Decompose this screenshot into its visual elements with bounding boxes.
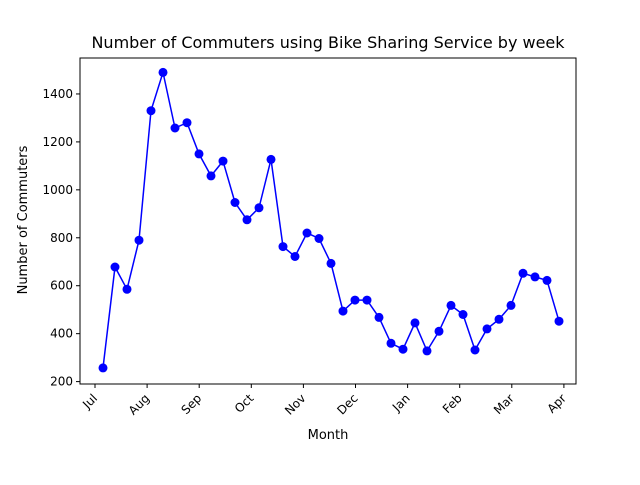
series-layer (98, 67, 564, 373)
data-point (410, 318, 420, 328)
chart-title: Number of Commuters using Bike Sharing S… (91, 33, 565, 52)
x-axis-label: Month (308, 428, 349, 443)
data-point (170, 123, 180, 133)
data-point (182, 118, 192, 128)
data-point (110, 262, 120, 272)
data-point (326, 258, 336, 268)
data-point (398, 344, 408, 354)
y-tick-label: 200 (50, 375, 73, 389)
data-point (494, 314, 504, 324)
data-point (482, 324, 492, 334)
y-axis-label: Number of Commuters (16, 145, 31, 294)
data-point (206, 171, 216, 181)
data-point (302, 228, 312, 238)
data-point (254, 203, 264, 213)
y-tick-label: 1000 (42, 183, 73, 197)
data-point (458, 310, 468, 319)
data-point (230, 198, 240, 207)
data-point (122, 284, 132, 294)
data-point (386, 338, 396, 348)
data-point (218, 156, 228, 166)
data-point (314, 234, 324, 243)
data-point (506, 300, 516, 310)
data-point (278, 242, 288, 252)
data-point (242, 215, 252, 225)
data-point (554, 316, 564, 326)
y-tick-label: 400 (50, 327, 73, 341)
data-point (434, 326, 444, 336)
data-point (290, 252, 300, 261)
y-axis: 200 400 600 800 1000 1200 1400 (42, 87, 80, 389)
y-tick-label: 1400 (42, 87, 73, 101)
data-point (362, 295, 372, 305)
data-point (146, 106, 156, 116)
data-point (446, 300, 456, 310)
y-tick-label: 800 (50, 231, 73, 245)
data-point (194, 149, 204, 159)
data-point (374, 312, 384, 322)
data-point (158, 67, 168, 77)
data-point (98, 363, 108, 373)
y-tick-label: 600 (50, 279, 73, 293)
plot-frame (79, 57, 577, 385)
y-tick-label: 1200 (42, 135, 73, 149)
data-point (350, 295, 360, 305)
data-point (266, 154, 276, 164)
data-point (134, 235, 144, 245)
data-point (542, 275, 552, 285)
data-point (422, 346, 432, 356)
data-point (518, 268, 528, 278)
data-point (530, 272, 540, 282)
data-point (470, 345, 480, 355)
data-point (338, 306, 348, 316)
